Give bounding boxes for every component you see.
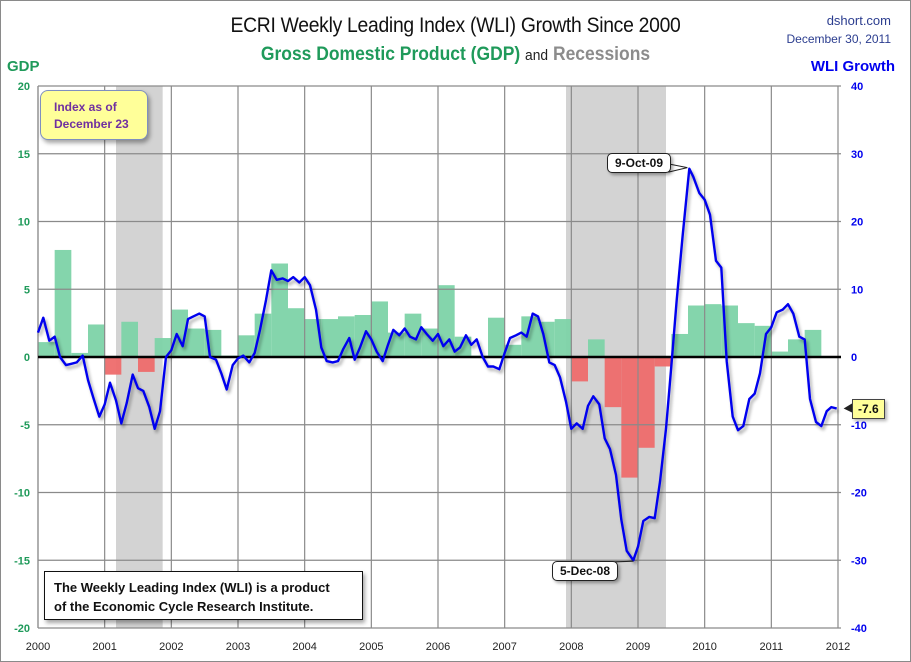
last-value-callout: -7.6 [852, 399, 885, 419]
gdp-bar [71, 352, 88, 357]
gdp-bars [38, 249, 822, 478]
gdp-bar [604, 357, 622, 408]
subtitle-recessions: Recessions [552, 44, 651, 65]
gdp-bar [321, 319, 338, 357]
gdp-bar [788, 339, 805, 357]
gdp-bar [688, 305, 705, 357]
peak-callout: 9-Oct-09 [607, 153, 672, 173]
gdp-bar [521, 316, 538, 357]
left-tick-label: -20 [14, 623, 30, 635]
left-tick-label: 5 [24, 284, 30, 296]
trough-callout: 5-Dec-08 [552, 561, 619, 581]
right-tick-label: -30 [851, 555, 867, 567]
x-tick-label: 2008 [559, 641, 583, 653]
gdp-bar [588, 339, 605, 357]
credit-line2: of the Economic Cycle Research Institute… [54, 599, 314, 614]
index-date-note: Index as of December 23 [40, 90, 148, 140]
x-tick-label: 2006 [426, 641, 450, 653]
gdp-bar [771, 351, 788, 357]
gridlines [37, 85, 841, 629]
gdp-bar [38, 342, 55, 357]
gdp-bar [154, 338, 172, 357]
gdp-bar [504, 344, 522, 357]
gdp-bar [454, 336, 472, 357]
gdp-bar [638, 357, 655, 448]
x-tick-label: 2012 [826, 641, 850, 653]
x-tick-label: 2009 [626, 641, 650, 653]
right-axis-title: WLI Growth [810, 58, 895, 75]
chart-subtitle: Gross Domestic Product (GDP) and Recessi… [36, 44, 874, 66]
gdp-bar [571, 357, 588, 382]
right-tick-label: 20 [851, 217, 863, 229]
left-tick-label: -5 [20, 420, 30, 432]
left-tick-label: 15 [18, 149, 30, 161]
callout-pointer [668, 163, 688, 173]
right-tick-label: -10 [851, 420, 867, 432]
gdp-bar [554, 319, 572, 357]
left-tick-label: -15 [14, 555, 30, 567]
left-tick-label: -10 [14, 488, 30, 500]
subtitle-gdp: Gross Domestic Product (GDP) [260, 44, 521, 65]
x-tick-label: 2000 [26, 641, 50, 653]
gdp-bar [421, 328, 438, 357]
right-tick-label: 0 [851, 352, 857, 364]
gdp-bar [438, 285, 455, 357]
x-tick-label: 2011 [760, 641, 784, 653]
left-axis-title: GDP [7, 58, 40, 75]
gdp-bar [54, 249, 72, 357]
gdp-bar [104, 357, 122, 375]
left-tick-label: 0 [24, 352, 30, 364]
right-tick-label: 40 [851, 81, 863, 93]
axis-ticks: 20151050-5-10-15-20403020100-10-20-30-40… [14, 81, 867, 653]
gdp-bar [488, 317, 505, 357]
gdp-bar [654, 357, 672, 367]
gdp-bar [804, 329, 822, 357]
gdp-bar [138, 357, 155, 372]
wli-line-group [36, 167, 838, 562]
right-tick-label: -20 [851, 488, 867, 500]
source-site: dshort.com [826, 13, 891, 28]
gdp-bar [238, 335, 255, 357]
x-tick-label: 2010 [692, 641, 716, 653]
index-date-line2: December 23 [54, 117, 129, 131]
source-block: dshort.com December 30, 2011 [786, 11, 891, 49]
left-tick-label: 20 [18, 81, 30, 93]
x-tick-label: 2007 [492, 641, 516, 653]
gdp-bar [388, 332, 405, 357]
x-tick-label: 2003 [226, 641, 250, 653]
gdp-bar [121, 321, 138, 357]
subtitle-and: and [525, 47, 549, 64]
right-tick-label: -40 [851, 623, 867, 635]
x-tick-label: 2005 [359, 641, 383, 653]
callout-pointer [843, 403, 853, 413]
gdp-bar [671, 333, 688, 357]
left-tick-label: 10 [18, 217, 30, 229]
wli-growth-line [36, 167, 838, 562]
chart-title: ECRI Weekly Leading Index (WLI) Growth S… [230, 14, 681, 37]
right-tick-label: 10 [851, 284, 863, 296]
index-date-line1: Index as of [54, 100, 117, 114]
gdp-bar [738, 323, 755, 357]
credit-line1: The Weekly Leading Index (WLI) is a prod… [54, 580, 330, 595]
ecri-credit-note: The Weekly Leading Index (WLI) is a prod… [44, 571, 363, 620]
gdp-bar [271, 263, 288, 357]
gdp-bar [288, 308, 305, 357]
gdp-bar [621, 357, 638, 478]
source-date: December 30, 2011 [786, 32, 891, 46]
gdp-bar [188, 328, 205, 357]
gdp-bar [371, 301, 388, 357]
gdp-bar [88, 324, 105, 357]
gdp-bar [254, 313, 272, 357]
gdp-bar [404, 313, 422, 357]
x-tick-label: 2001 [92, 641, 116, 653]
gdp-bar [704, 304, 722, 357]
right-tick-label: 30 [851, 149, 863, 161]
x-tick-label: 2002 [159, 641, 183, 653]
x-tick-label: 2004 [292, 641, 316, 653]
gdp-bar [304, 319, 322, 357]
